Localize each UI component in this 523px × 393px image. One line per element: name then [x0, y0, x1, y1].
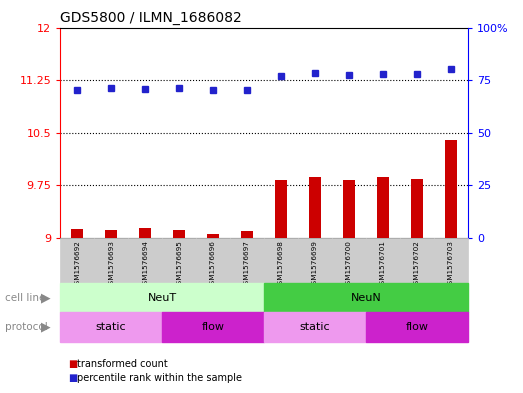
Bar [128, 238, 162, 283]
Bar [264, 312, 366, 342]
Bar [264, 238, 298, 283]
Bar [139, 228, 151, 238]
Bar [60, 238, 94, 283]
Bar [309, 177, 321, 238]
Bar [230, 238, 264, 283]
Bar [275, 180, 287, 238]
Bar [264, 283, 468, 312]
Bar [343, 180, 355, 238]
Bar [105, 230, 117, 238]
Text: NeuT: NeuT [147, 293, 177, 303]
Text: GSM1576701: GSM1576701 [380, 240, 386, 289]
Bar [162, 312, 264, 342]
Bar [241, 231, 253, 238]
Text: GSM1576692: GSM1576692 [74, 240, 80, 289]
Text: static: static [96, 322, 127, 332]
Text: flow: flow [202, 322, 224, 332]
Text: percentile rank within the sample: percentile rank within the sample [77, 373, 242, 383]
Text: ■: ■ [68, 373, 77, 383]
Bar [94, 238, 128, 283]
Bar [366, 312, 468, 342]
Text: GSM1576697: GSM1576697 [244, 240, 250, 289]
Bar [434, 238, 468, 283]
Text: NeuN: NeuN [351, 293, 381, 303]
Text: GSM1576703: GSM1576703 [448, 240, 454, 289]
Text: GSM1576699: GSM1576699 [312, 240, 318, 289]
Bar [60, 312, 162, 342]
Text: GDS5800 / ILMN_1686082: GDS5800 / ILMN_1686082 [60, 11, 242, 25]
Text: transformed count: transformed count [77, 358, 168, 369]
Text: GSM1576693: GSM1576693 [108, 240, 114, 289]
Bar [60, 283, 264, 312]
Bar [400, 238, 434, 283]
Bar [332, 238, 366, 283]
Bar [173, 230, 185, 238]
Text: static: static [300, 322, 331, 332]
Bar [196, 238, 230, 283]
Bar [298, 238, 332, 283]
Text: GSM1576700: GSM1576700 [346, 240, 352, 289]
Bar [411, 179, 423, 238]
Text: GSM1576694: GSM1576694 [142, 240, 148, 289]
Text: GSM1576695: GSM1576695 [176, 240, 182, 289]
Bar [366, 238, 400, 283]
Text: GSM1576696: GSM1576696 [210, 240, 216, 289]
Text: ▶: ▶ [41, 321, 51, 334]
Text: ■: ■ [68, 358, 77, 369]
Bar [377, 177, 389, 238]
Text: cell line: cell line [5, 293, 46, 303]
Bar [71, 230, 83, 238]
Text: GSM1576702: GSM1576702 [414, 240, 420, 289]
Text: protocol: protocol [5, 322, 48, 332]
Bar [207, 234, 219, 238]
Bar [162, 238, 196, 283]
Text: flow: flow [406, 322, 428, 332]
Text: ▶: ▶ [41, 291, 51, 304]
Text: GSM1576698: GSM1576698 [278, 240, 284, 289]
Bar [445, 140, 457, 238]
